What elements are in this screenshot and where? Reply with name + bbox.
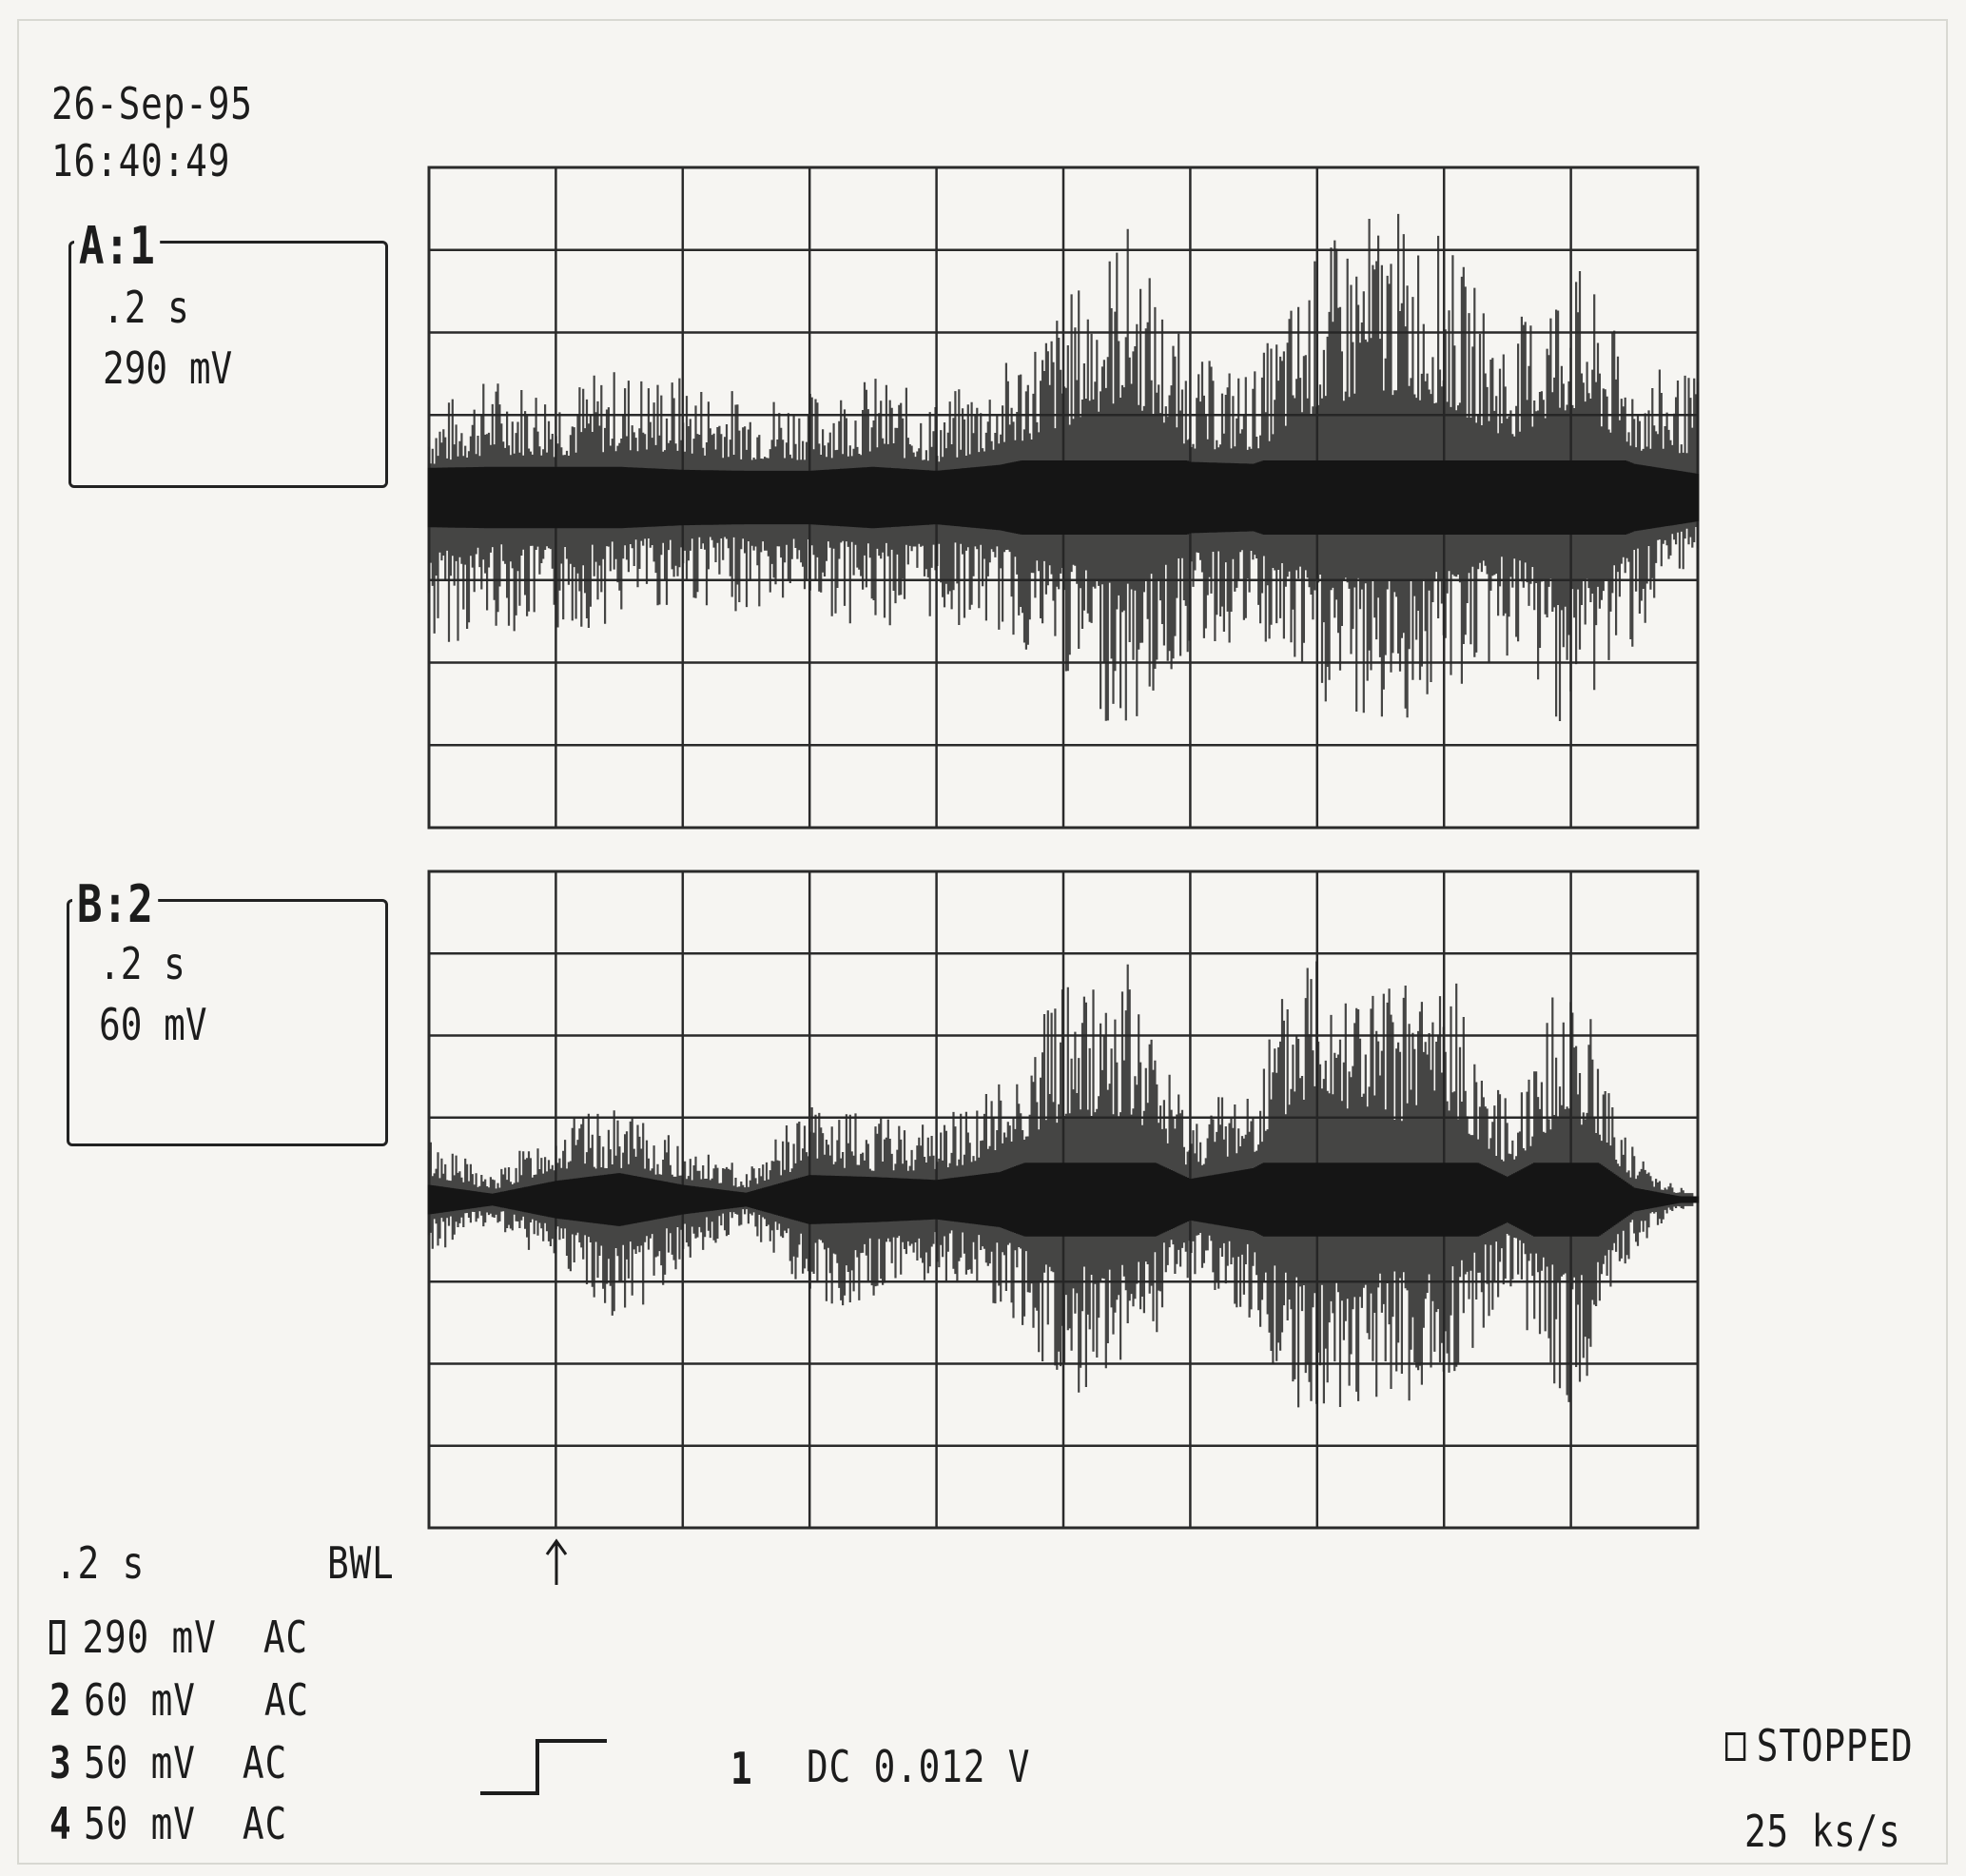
trigger-arrow bbox=[545, 1538, 568, 1585]
stopped-icon bbox=[1725, 1732, 1746, 1761]
trigger-level: DC 0.012 V bbox=[807, 1741, 1031, 1792]
channel-b-title: B:2 bbox=[72, 879, 158, 930]
header-time: 16:40:49 bbox=[51, 135, 231, 186]
channel-b-timebase: .2 s bbox=[99, 938, 185, 989]
channel-1-marker-icon bbox=[49, 1620, 66, 1654]
channel-a-timebase: .2 s bbox=[103, 282, 189, 333]
signal-trace-core bbox=[427, 1163, 1700, 1237]
footer-timebase: .2 s bbox=[55, 1537, 146, 1589]
footer-channel-row: 2 60 mV AC bbox=[49, 1674, 309, 1726]
trigger-channel: 1 bbox=[730, 1743, 753, 1794]
image-frame bbox=[17, 19, 1948, 1865]
header-date: 26-Sep-95 bbox=[51, 78, 253, 129]
trace-channel-a bbox=[427, 213, 1700, 721]
footer-channel-row: 3 50 mV AC bbox=[49, 1737, 287, 1788]
acquisition-status: STOPPED bbox=[1725, 1724, 1914, 1768]
channel-a-title: A:1 bbox=[74, 221, 160, 272]
channel-a-scale: 290 mV bbox=[103, 342, 233, 394]
trace-channel-b bbox=[427, 961, 1700, 1408]
footer-channel-row: 290 mV AC bbox=[49, 1615, 308, 1659]
channel-b-label-box bbox=[67, 899, 388, 1146]
signal-trace-core bbox=[427, 460, 1700, 535]
sample-rate: 25 ks/s bbox=[1744, 1806, 1901, 1857]
trigger-edge-icon bbox=[480, 1739, 607, 1795]
footer-channel-row: 4 50 mV AC bbox=[49, 1798, 287, 1849]
channel-b-scale: 60 mV bbox=[99, 999, 207, 1050]
footer-bwl: BWL bbox=[327, 1537, 395, 1589]
channel-a-label-box bbox=[68, 241, 388, 488]
